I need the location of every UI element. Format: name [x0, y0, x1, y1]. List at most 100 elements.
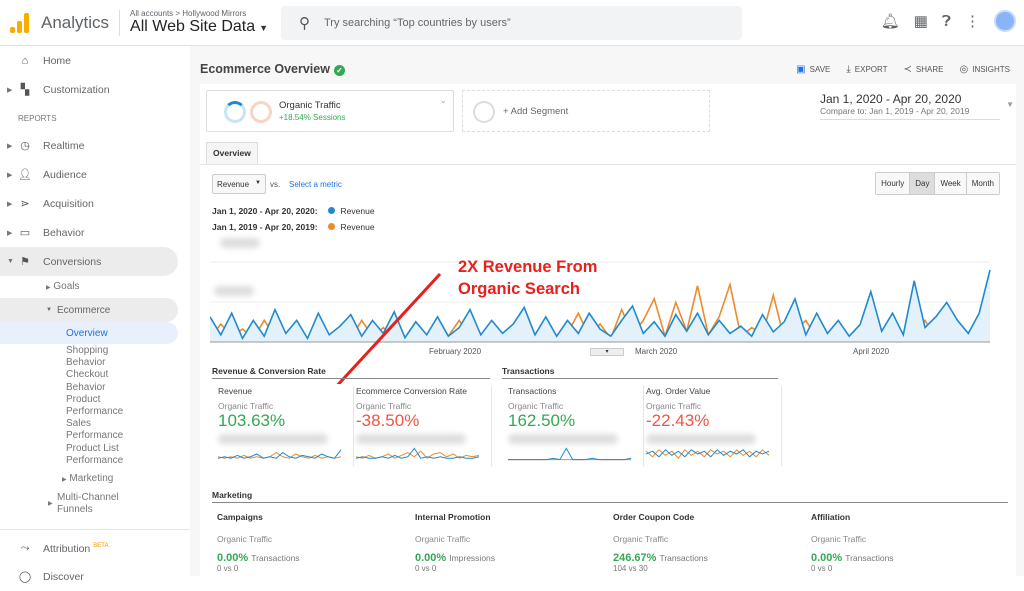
search-input[interactable]: Try searching “Top countries by users”	[324, 17, 511, 29]
person-icon: 👤︎	[18, 169, 32, 181]
sidebar-item-label: Realtime	[43, 139, 85, 152]
apps-grid-icon[interactable]: ▦	[913, 13, 928, 30]
sidebar-item-label: Acquisition	[43, 197, 94, 210]
sidebar-item-attribution[interactable]: ⤳ Attribution BETA	[0, 534, 178, 563]
sidebar-item-ecommerce[interactable]: ▼ Ecommerce	[0, 298, 178, 322]
sidebar-item-customization[interactable]: ▶ ▚ Customization	[0, 75, 178, 104]
granularity-day[interactable]: Day	[910, 173, 936, 194]
insights-button[interactable]: ◎ INSIGHTS	[959, 64, 1010, 75]
marketing-metric: Transactions	[659, 553, 708, 563]
chevron-down-icon: ▼	[259, 23, 269, 33]
sidebar-item-behavior[interactable]: ▶ ▭ Behavior	[0, 218, 178, 247]
account-selector[interactable]: All accounts > Hollywood Mirrors All Web…	[130, 9, 268, 36]
sidebar-item-label: Audience	[43, 168, 87, 181]
marketing-title: Campaigns	[217, 512, 263, 522]
analytics-logo-icon[interactable]	[10, 12, 29, 33]
sidebar-item-realtime[interactable]: ▶ ◷ Realtime	[0, 131, 178, 160]
sidebar-subitem[interactable]: Performance	[66, 406, 124, 417]
sidebar-item-acquisition[interactable]: ▶ ⋗ Acquisition	[0, 189, 178, 218]
sidebar-item-audience[interactable]: ▶ 👤︎ Audience	[0, 160, 178, 189]
sidebar-item-label: Goals	[53, 281, 80, 292]
select-metric-link[interactable]: Select a metric	[289, 180, 342, 189]
page-title: Ecommerce Overview ✓	[200, 62, 345, 76]
main-content: Ecommerce Overview ✓ ▣ SAVE ⤓ EXPORT ≺ SHARE…	[190, 46, 1024, 576]
sidebar-subitem[interactable]: Performance	[66, 454, 124, 466]
help-icon[interactable]: ❓︎	[941, 12, 951, 30]
granularity-hourly[interactable]: Hourly	[876, 173, 911, 194]
sidebar-subitem[interactable]: Checkout	[66, 369, 109, 381]
discover-icon: ◯	[18, 571, 32, 583]
sidebar-subitem[interactable]: Behavior	[66, 357, 106, 369]
app-name: Analytics	[41, 12, 110, 32]
sparkline-series	[218, 449, 342, 459]
sidebar-item-label: Attribution	[43, 542, 91, 555]
sidebar-subitem[interactable]: Sales	[66, 418, 92, 430]
metric-select[interactable]: Revenue ▼	[212, 174, 266, 194]
sidebar-item-multi-channel-funnels[interactable]: ▶ Multi-Channel Funnels	[48, 492, 119, 515]
sidebar-item-conversions[interactable]: ▼ ⚑ Conversions	[0, 247, 178, 276]
sidebar-subitem[interactable]: Product List	[66, 442, 119, 454]
date-range-picker[interactable]: Jan 1, 2020 - Apr 20, 2020 Compare to: J…	[820, 92, 1014, 120]
marketing-compare: 0 vs 0	[217, 564, 239, 573]
x-tick-label: February 2020	[429, 347, 482, 356]
caret-down-icon: ▼	[7, 258, 14, 265]
top-bar: Analytics All accounts > Hollywood Mirro…	[0, 0, 1024, 46]
sparkline-series	[646, 449, 770, 458]
dashboard-icon: ▚	[20, 84, 30, 96]
sidebar-subitem[interactable]: Performance	[66, 430, 124, 442]
marketing-card[interactable]: Affiliation Organic Traffic 0.00% Transacti…	[811, 512, 1001, 573]
avatar[interactable]	[994, 10, 1016, 32]
sidebar-item-label: Marketing	[69, 473, 114, 484]
granularity-month[interactable]: Month	[966, 173, 999, 194]
metric-card[interactable]: Transactions Organic Traffic 162.50%	[508, 386, 644, 466]
segment-label: Organic Traffic	[217, 534, 273, 544]
segment-delta: +18.54% Sessions	[279, 113, 346, 122]
marketing-card[interactable]: Campaigns Organic Traffic 0.00% Transaction…	[217, 512, 407, 573]
metric-name: Transactions	[508, 386, 557, 396]
sidebar-item-marketing[interactable]: ▶ Marketing	[62, 473, 114, 484]
sidebar-item-label: Multi-Channel	[57, 492, 119, 503]
date-range-compare: Compare to: Jan 1, 2019 - Apr 20, 2019	[820, 106, 970, 116]
metric-change: 162.50%	[508, 411, 576, 430]
account-breadcrumb: All accounts > Hollywood Mirrors	[130, 9, 247, 18]
segment-organic-traffic[interactable]: Organic Traffic +18.54% Sessions ⌄	[206, 90, 454, 132]
sidebar-item-overview[interactable]: Overview	[0, 322, 178, 344]
home-icon: ⌂	[21, 54, 29, 67]
sidebar-subitem[interactable]: Behavior	[66, 381, 106, 393]
download-icon: ⤓	[846, 64, 851, 75]
bell-icon[interactable]: 🔔︎	[880, 13, 900, 30]
export-button[interactable]: ⤓ EXPORT	[846, 64, 888, 75]
sidebar-item-label: Ecommerce	[57, 304, 111, 316]
add-segment-button[interactable]: + Add Segment	[462, 90, 710, 132]
legend-current: Jan 1, 2020 - Apr 20, 2020: Revenue	[212, 206, 375, 216]
sidebar-item-goals[interactable]: ▶ Goals	[46, 281, 80, 292]
sparkline	[218, 449, 342, 459]
sidebar-item-discover[interactable]: ◯ Discover	[0, 562, 178, 591]
sidebar-item-label: Discover	[43, 570, 84, 583]
more-vert-icon[interactable]: ⋮	[965, 13, 980, 30]
search-bar[interactable]: ⚲ Try searching “Top countries by users”	[281, 6, 742, 40]
marketing-card[interactable]: Internal Promotion Organic Traffic 0.00% Im…	[415, 512, 605, 573]
metric-card[interactable]: Revenue Organic Traffic 103.63%	[218, 386, 354, 466]
sidebar-item-label: Conversions	[43, 255, 102, 268]
granularity-week[interactable]: Week	[935, 173, 967, 194]
attribution-icon: ⤳	[20, 542, 30, 554]
marketing-card[interactable]: Order Coupon Code Organic Traffic 246.67% T…	[613, 512, 803, 573]
sidebar-item-home[interactable]: ⌂ Home	[0, 46, 178, 75]
annotation-text: 2X Revenue From Organic Search	[458, 258, 598, 298]
marketing-change: 246.67%	[613, 552, 657, 564]
sidebar-subitem[interactable]: Product	[66, 393, 101, 405]
metric-name: Avg. Order Value	[646, 386, 711, 396]
tab-overview[interactable]: Overview	[206, 142, 258, 164]
chart-collapse-handle[interactable]: ▾	[590, 348, 624, 356]
sidebar-subitem[interactable]: Shopping	[66, 345, 109, 356]
beta-badge: BETA	[93, 543, 109, 549]
chevron-down-icon[interactable]: ⌄	[439, 95, 447, 105]
marketing-compare: 104 vs 30	[613, 564, 648, 573]
save-button[interactable]: ▣ SAVE	[796, 64, 831, 75]
metric-card[interactable]: Avg. Order Value Organic Traffic -22.43%	[646, 386, 782, 466]
segment-label: Organic Traffic	[646, 401, 702, 411]
share-button[interactable]: ≺ SHARE	[903, 64, 944, 75]
marketing-change: 0.00%	[811, 552, 843, 564]
metric-card[interactable]: Ecommerce Conversion Rate Organic Traffic…	[356, 386, 492, 466]
